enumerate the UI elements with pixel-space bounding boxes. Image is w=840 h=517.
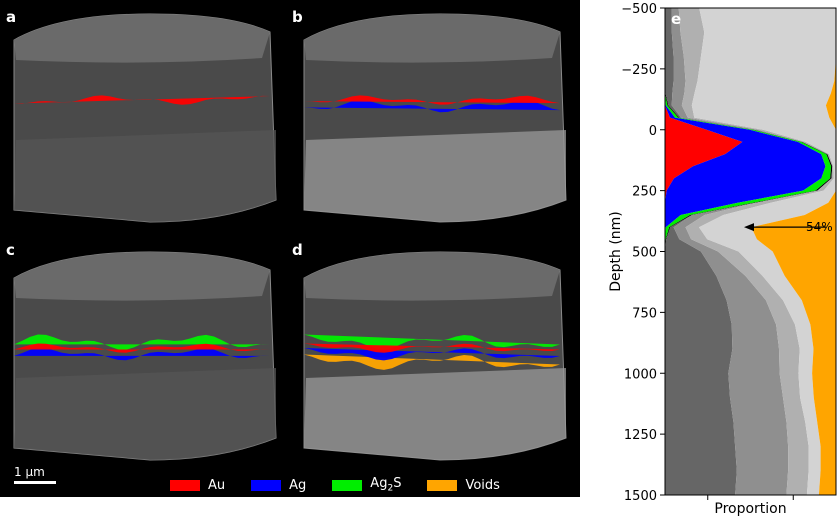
volume-top-face [304, 14, 560, 63]
volume-front-face [304, 130, 566, 222]
panel-renders [13, 13, 567, 461]
volume-top-face [14, 252, 270, 301]
y-tick-label: 0 [649, 124, 657, 139]
legend-item-au: Au [170, 478, 225, 493]
legend-label-ag2s: Ag2S [370, 476, 402, 494]
scale-bar: 1 μm [14, 465, 56, 484]
area-band-6 [678, 8, 834, 495]
legend-label-ag: Ag [289, 477, 307, 493]
volume-front-face [14, 130, 276, 222]
area-band-0 [665, 8, 743, 495]
y-tick-label: 1250 [624, 428, 657, 443]
panel-c [13, 251, 277, 461]
layer-au [14, 343, 270, 353]
legend-swatch-ag2s [332, 479, 363, 491]
layer-voids [304, 354, 560, 370]
layer-au [304, 95, 560, 105]
y-tick-label: 250 [632, 185, 657, 200]
panel-d [303, 251, 567, 461]
area-band-8 [751, 8, 836, 495]
layer-ag [14, 348, 270, 361]
legend-item-ag: Ag [251, 478, 306, 493]
area-band-4 [665, 8, 833, 495]
scale-bar-line [14, 481, 56, 484]
annotation-arrow-head [744, 223, 754, 232]
y-tick-label: −250 [621, 63, 657, 78]
panel-label-c: c [6, 241, 15, 259]
panel-b [303, 13, 567, 223]
legend-swatch-au [170, 479, 200, 491]
y-tick-label: 500 [632, 246, 657, 261]
panel-label-a: a [6, 8, 17, 26]
volume-top-face [304, 252, 560, 301]
legend-label-au: Au [208, 477, 226, 493]
x-axis-label: Proportion [714, 501, 786, 517]
layer-ag [304, 99, 560, 113]
y-tick-label: 1500 [624, 489, 657, 504]
volume-front-face [14, 368, 276, 460]
legend-item-voids: Voids [427, 477, 500, 493]
volume-top-face [14, 14, 270, 63]
legend-swatch-ag [251, 479, 282, 491]
legend-label-voids: Voids [465, 477, 500, 493]
area-band-7 [691, 8, 836, 495]
volume-front-face [304, 368, 566, 460]
annotation-label: 54% [806, 220, 833, 234]
legend-item-ag2s: Ag2S [332, 476, 401, 494]
panel-label-d: d [292, 241, 303, 259]
panel-label-b: b [292, 8, 303, 26]
y-axis-label: Depth (nm) [608, 211, 624, 292]
y-tick-label: 750 [632, 306, 657, 321]
layer-au [304, 343, 560, 353]
panel-a [13, 13, 277, 223]
layer-ag [304, 348, 560, 361]
panel-label-e: e [671, 10, 681, 28]
depth-proportion-chart: −500 −250 0 250 500 750 1000 1250 1500 Depth (nm)… [608, 2, 837, 517]
legend: Au Ag Ag2S Voids [170, 476, 500, 494]
y-tick-label: −500 [621, 2, 657, 17]
y-tick-label: 1000 [624, 367, 657, 382]
legend-swatch-voids [427, 479, 458, 491]
area-band-5 [671, 8, 833, 495]
layer-ag2s [14, 334, 270, 350]
scale-bar-label: 1 μm [14, 465, 45, 479]
layer-ag2s [304, 334, 560, 350]
